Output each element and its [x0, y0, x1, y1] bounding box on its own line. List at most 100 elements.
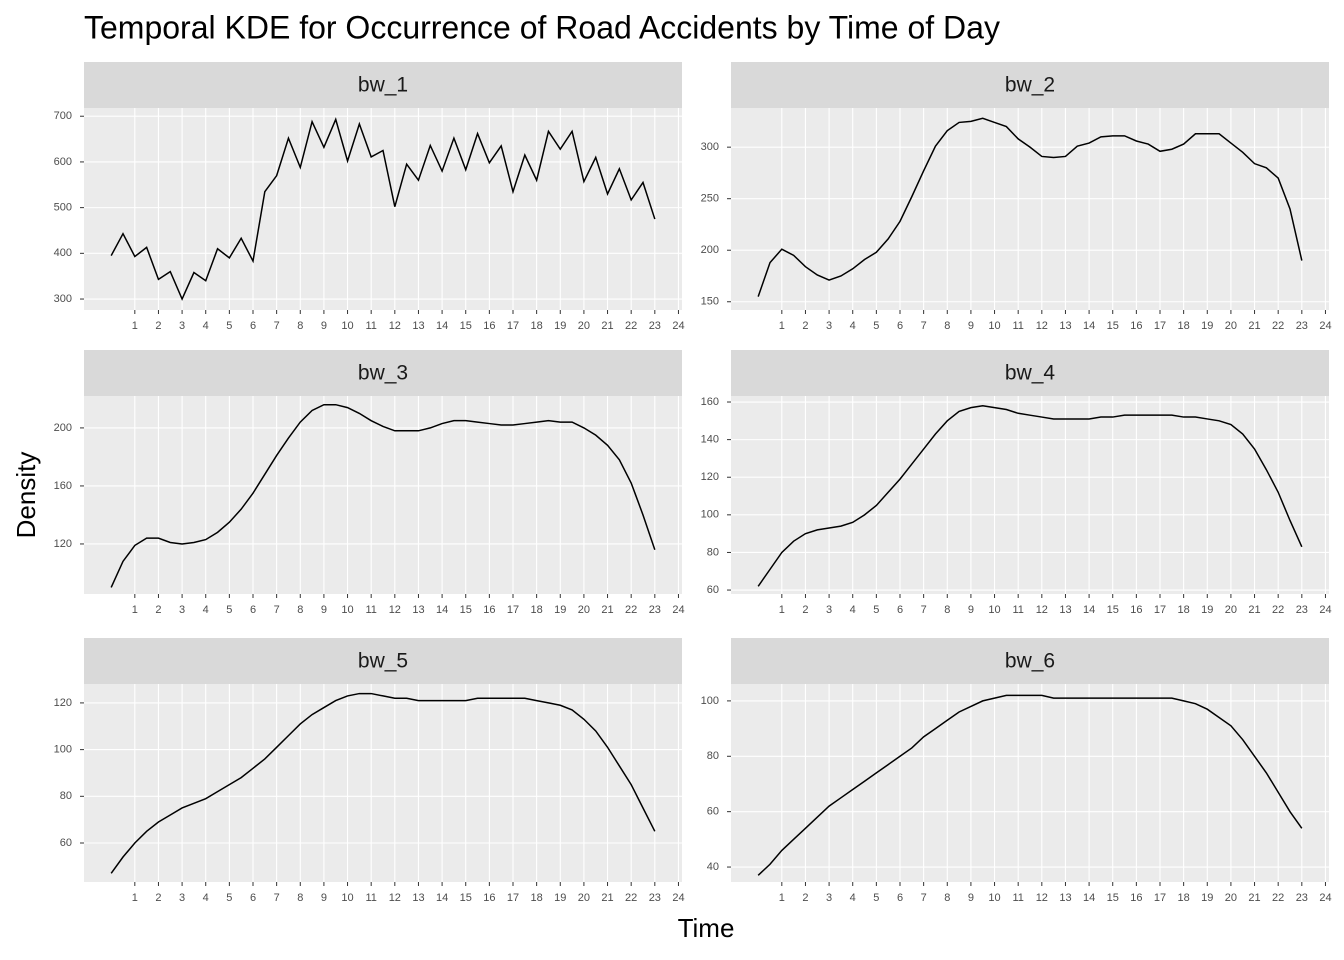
strip	[84, 638, 682, 684]
x-tick-label: 5	[873, 604, 879, 616]
y-tick-label: 80	[60, 790, 72, 802]
x-tick-label: 7	[274, 892, 280, 904]
x-tick-label: 11	[1012, 892, 1023, 904]
x-tick-label: 6	[250, 604, 256, 616]
x-tick-label: 20	[1225, 320, 1237, 332]
panel	[731, 108, 1329, 310]
x-tick-label: 14	[1083, 320, 1095, 332]
y-tick-label: 150	[701, 296, 719, 308]
x-tick-label: 4	[203, 320, 209, 332]
x-tick-label: 11	[1012, 604, 1023, 616]
panel-title: bw_2	[1005, 74, 1055, 97]
x-tick-label: 10	[341, 320, 353, 332]
y-tick-label: 60	[60, 837, 72, 849]
x-tick-label: 18	[531, 604, 543, 616]
panel-title: bw_1	[358, 74, 408, 97]
x-tick-label: 11	[365, 892, 376, 904]
x-tick-label: 23	[1296, 604, 1308, 616]
panel-title: bw_3	[358, 362, 408, 385]
x-tick-label: 18	[1178, 320, 1190, 332]
y-tick-label: 300	[701, 141, 719, 153]
x-tick-label: 22	[1272, 320, 1284, 332]
line	[757, 117, 1303, 297]
x-tick-label: 4	[850, 320, 856, 332]
x-tick-label: 17	[507, 604, 519, 616]
y-tick-label: 120	[701, 471, 719, 483]
strip	[731, 350, 1329, 396]
x-tick-label: 24	[1319, 604, 1331, 616]
x-tick-label: 2	[802, 604, 808, 616]
x-tick-label: 1	[779, 892, 785, 904]
x-tick-label: 23	[649, 604, 661, 616]
panel	[84, 684, 682, 882]
x-tick-label: 7	[274, 604, 280, 616]
x-tick-label: 23	[1296, 892, 1308, 904]
x-tick-label: 19	[1201, 320, 1213, 332]
y-tick-label: 100	[54, 744, 72, 756]
x-tick-label: 22	[625, 892, 637, 904]
x-tick-label: 20	[578, 892, 590, 904]
x-tick-label: 12	[1036, 604, 1048, 616]
x-tick-label: 7	[921, 604, 927, 616]
x-tick-label: 21	[1248, 604, 1260, 616]
x-tick-label: 15	[460, 604, 472, 616]
x-tick-label: 18	[531, 320, 543, 332]
x-tick-label: 24	[672, 320, 684, 332]
x-tick-label: 15	[460, 320, 472, 332]
x-tick-label: 23	[649, 892, 661, 904]
x-tick-label: 8	[944, 320, 950, 332]
x-tick-label: 19	[554, 320, 566, 332]
x-tick-label: 12	[1036, 892, 1048, 904]
x-tick-label: 12	[389, 320, 401, 332]
x-tick-label: 3	[179, 604, 185, 616]
x-tick-label: 9	[968, 604, 974, 616]
y-tick-label: 40	[707, 861, 719, 873]
x-axis-label: Time	[678, 913, 735, 943]
y-tick-label: 60	[707, 584, 719, 596]
x-tick-label: 2	[155, 320, 161, 332]
y-tick-label: 300	[54, 293, 72, 305]
x-tick-label: 14	[1083, 892, 1095, 904]
x-tick-label: 14	[436, 320, 448, 332]
x-tick-label: 4	[850, 604, 856, 616]
x-tick-label: 19	[1201, 892, 1213, 904]
y-tick-label: 120	[54, 538, 72, 550]
panel-title: bw_5	[358, 650, 408, 673]
x-tick-label: 14	[436, 604, 448, 616]
x-tick-label: 9	[321, 604, 327, 616]
x-tick-label: 3	[826, 320, 832, 332]
x-tick-label: 12	[1036, 320, 1048, 332]
x-tick-label: 13	[412, 604, 424, 616]
x-tick-label: 18	[1178, 604, 1190, 616]
x-tick-label: 18	[531, 892, 543, 904]
x-tick-label: 20	[1225, 604, 1237, 616]
x-tick-label: 21	[601, 320, 613, 332]
x-tick-label: 10	[341, 892, 353, 904]
x-tick-label: 10	[988, 892, 1000, 904]
x-tick-label: 24	[1319, 320, 1331, 332]
panel-title: bw_6	[1005, 650, 1055, 673]
x-tick-label: 17	[507, 320, 519, 332]
x-tick-label: 8	[944, 604, 950, 616]
x-tick-label: 20	[1225, 892, 1237, 904]
line	[110, 692, 656, 874]
x-tick-label: 7	[274, 320, 280, 332]
line	[757, 694, 1303, 876]
y-tick-label: 200	[701, 244, 719, 256]
x-tick-label: 15	[1107, 892, 1119, 904]
x-tick-label: 15	[1107, 604, 1119, 616]
x-tick-label: 20	[578, 604, 590, 616]
x-tick-label: 11	[1012, 320, 1023, 332]
panel	[84, 108, 682, 310]
x-tick-label: 21	[601, 892, 613, 904]
x-tick-label: 5	[226, 320, 232, 332]
x-tick-label: 8	[944, 892, 950, 904]
x-tick-label: 8	[297, 320, 303, 332]
x-tick-label: 15	[1107, 320, 1119, 332]
x-tick-label: 9	[968, 892, 974, 904]
y-tick-label: 80	[707, 546, 719, 558]
y-tick-label: 200	[54, 422, 72, 434]
x-tick-label: 18	[1178, 892, 1190, 904]
x-tick-label: 21	[1248, 892, 1260, 904]
